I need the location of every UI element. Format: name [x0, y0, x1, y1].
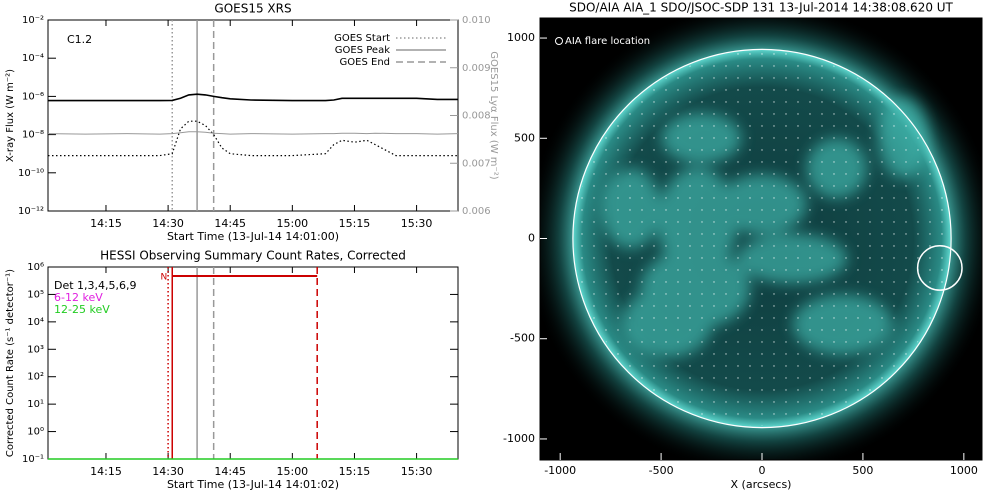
series-line	[48, 120, 458, 157]
x-tick-label: 15:30	[401, 217, 433, 230]
x-axis-label: Start Time (13-Jul-14 14:01:00)	[167, 230, 339, 243]
x-axis-label: Start Time (13-Jul-14 14:01:02)	[167, 478, 339, 491]
legend-label: 6-12 keV	[54, 291, 103, 304]
y-tick-label: 10⁶	[27, 262, 44, 273]
legend-label: GOES Peak	[335, 45, 390, 56]
x-tick-label: 14:45	[214, 217, 246, 230]
chart-title: SDO/AIA AIA_1 SDO/JSOC-SDP 131 13-Jul-20…	[569, 1, 953, 15]
x-tick-label: 14:15	[90, 465, 122, 478]
y-tick-label: 10⁻⁴	[22, 53, 44, 64]
y2-axis-label: GOES15 Lyα Flux (W m⁻²)	[488, 51, 499, 179]
x-tick-label: 15:15	[339, 465, 371, 478]
x-tick-label: 15:00	[276, 217, 308, 230]
legend-label: GOES Start	[334, 33, 390, 44]
x-tick-label: -1000	[544, 464, 576, 477]
legend-label: 12-25 keV	[54, 303, 110, 316]
y-tick-label: 10⁻⁶	[22, 91, 44, 102]
y-tick-label: -1000	[503, 432, 535, 445]
plot-frame	[539, 17, 983, 461]
x-tick-label: 14:15	[90, 217, 122, 230]
legend-label: GOES End	[340, 57, 390, 68]
x-tick-label: 0	[759, 464, 766, 477]
x-tick-label: 500	[852, 464, 873, 477]
flag-label: N	[161, 272, 168, 282]
y2-tick-label: 0.009	[462, 63, 491, 74]
y2-tick-label: 0.010	[462, 15, 491, 26]
y-tick-label: 10⁰	[27, 427, 44, 438]
legend-title: Det 1,3,4,5,6,9	[54, 279, 137, 292]
y-tick-label: 10⁻¹	[22, 454, 44, 465]
y-tick-label: -500	[510, 332, 535, 345]
y-tick-label: 10⁻⁸	[22, 130, 44, 141]
series-line	[48, 93, 458, 102]
chart-title: HESSI Observing Summary Count Rates, Cor…	[100, 249, 406, 263]
chart-title: GOES15 XRS	[214, 2, 291, 16]
y-tick-label: 1000	[507, 31, 535, 44]
y-tick-label: 10⁵	[27, 289, 44, 300]
y-tick-label: 10⁻¹²	[18, 206, 44, 217]
annotation: C1.2	[67, 33, 92, 46]
y-tick-label: 500	[514, 131, 535, 144]
y2-tick-label: 0.007	[462, 158, 491, 169]
flare-location	[916, 245, 963, 291]
plot-frame	[47, 19, 459, 212]
annotation: AIA flare location	[565, 36, 650, 47]
y-tick-label: 10⁴	[27, 317, 44, 328]
y2-tick-label: 0.006	[462, 206, 491, 217]
y-tick-label: 10⁻¹⁰	[18, 168, 44, 179]
coordinate-grid	[574, 51, 950, 426]
x-tick-label: 14:30	[152, 217, 184, 230]
x-axis-label: X (arcsecs)	[731, 478, 792, 491]
x-tick-label: 15:00	[276, 465, 308, 478]
annotation-symbol	[555, 37, 563, 45]
solar-limb	[572, 48, 952, 429]
y-tick-label: 10²	[27, 372, 44, 383]
y-tick-label: 10⁻²	[22, 15, 44, 26]
plot-frame	[47, 266, 459, 460]
y-axis-label: Corrected Count Rate (s⁻¹ detector⁻¹)	[5, 269, 16, 457]
solar-image	[540, 18, 982, 460]
x-tick-label: 15:30	[401, 465, 433, 478]
series-line	[47, 131, 459, 135]
x-tick-label: 1000	[950, 464, 978, 477]
y-tick-label: 0	[528, 231, 535, 244]
y-tick-label: 10¹	[27, 399, 44, 410]
x-tick-label: 14:45	[214, 465, 246, 478]
y2-tick-label: 0.008	[462, 111, 491, 122]
x-tick-label: 15:15	[339, 217, 371, 230]
y-axis-label: X-ray Flux (W m⁻²)	[5, 69, 16, 162]
x-tick-label: 14:30	[152, 465, 184, 478]
y-tick-label: 10³	[27, 344, 44, 355]
x-tick-label: -500	[649, 464, 674, 477]
